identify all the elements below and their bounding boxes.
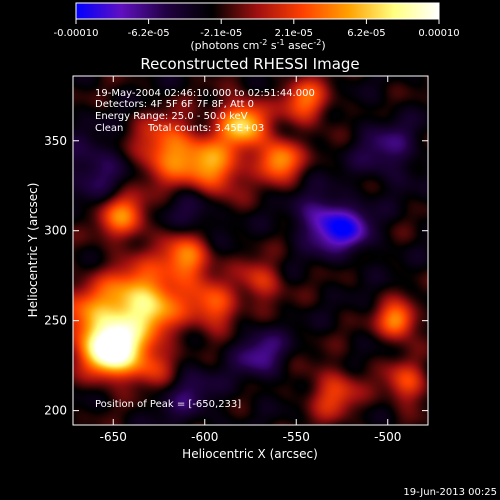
plot-frame xyxy=(72,75,429,426)
colorbar xyxy=(75,2,440,20)
y-tick-label: 250 xyxy=(44,314,67,328)
x-axis-label: Heliocentric X (arcsec) xyxy=(182,447,318,461)
y-tick-label: 350 xyxy=(44,134,67,148)
annotation-detectors: Detectors: 4F 5F 6F 7F 8F, Att 0 xyxy=(95,99,254,110)
x-tick-label: -600 xyxy=(191,430,218,444)
y-tick-label: 200 xyxy=(44,404,67,418)
x-tick-label: -500 xyxy=(374,430,401,444)
colorbar-units-label: (photons cm-2 s-1 asec-2) xyxy=(190,38,325,52)
annotation-energy-range: Energy Range: 25.0 - 50.0 keV xyxy=(95,111,248,122)
annotation-clean: Clean xyxy=(95,123,123,134)
colorbar-tick-label: -6.2e-05 xyxy=(128,28,170,39)
chart-title: Reconstructed RHESSI Image xyxy=(140,55,359,73)
x-axis-ticks: -650 -600 -550 -500 xyxy=(100,76,401,444)
x-tick-label: -650 xyxy=(100,430,127,444)
colorbar-tick-label: 0.00010 xyxy=(418,28,459,39)
colorbar-ticks: -0.00010 -6.2e-05 -2.1e-05 2.1e-05 6.2e-05 0.… xyxy=(54,19,460,39)
annotation-peak-position: Position of Peak = [-650,233] xyxy=(95,399,241,410)
colorbar-tick-label: -2.1e-05 xyxy=(200,28,242,39)
colorbar-tick-label: 2.1e-05 xyxy=(275,28,313,39)
x-tick-label: -550 xyxy=(283,430,310,444)
colorbar-tick-label: -0.00010 xyxy=(54,28,99,39)
footer-timestamp: 19-Jun-2013 00:25 xyxy=(403,487,497,498)
colorbar-tick-label: 6.2e-05 xyxy=(347,28,385,39)
annotation-total-counts: Total counts: 3.45E+03 xyxy=(147,123,264,134)
y-axis-label: Heliocentric Y (arcsec) xyxy=(26,183,40,318)
y-tick-label: 300 xyxy=(44,224,67,238)
annotation-time-range: 19-May-2004 02:46:10.000 to 02:51:44.000 xyxy=(95,88,315,99)
annotation-block: 19-May-2004 02:46:10.000 to 02:51:44.000… xyxy=(95,88,315,410)
y-axis-ticks: 200 250 300 350 xyxy=(44,134,428,418)
heatmap-image xyxy=(73,76,428,425)
